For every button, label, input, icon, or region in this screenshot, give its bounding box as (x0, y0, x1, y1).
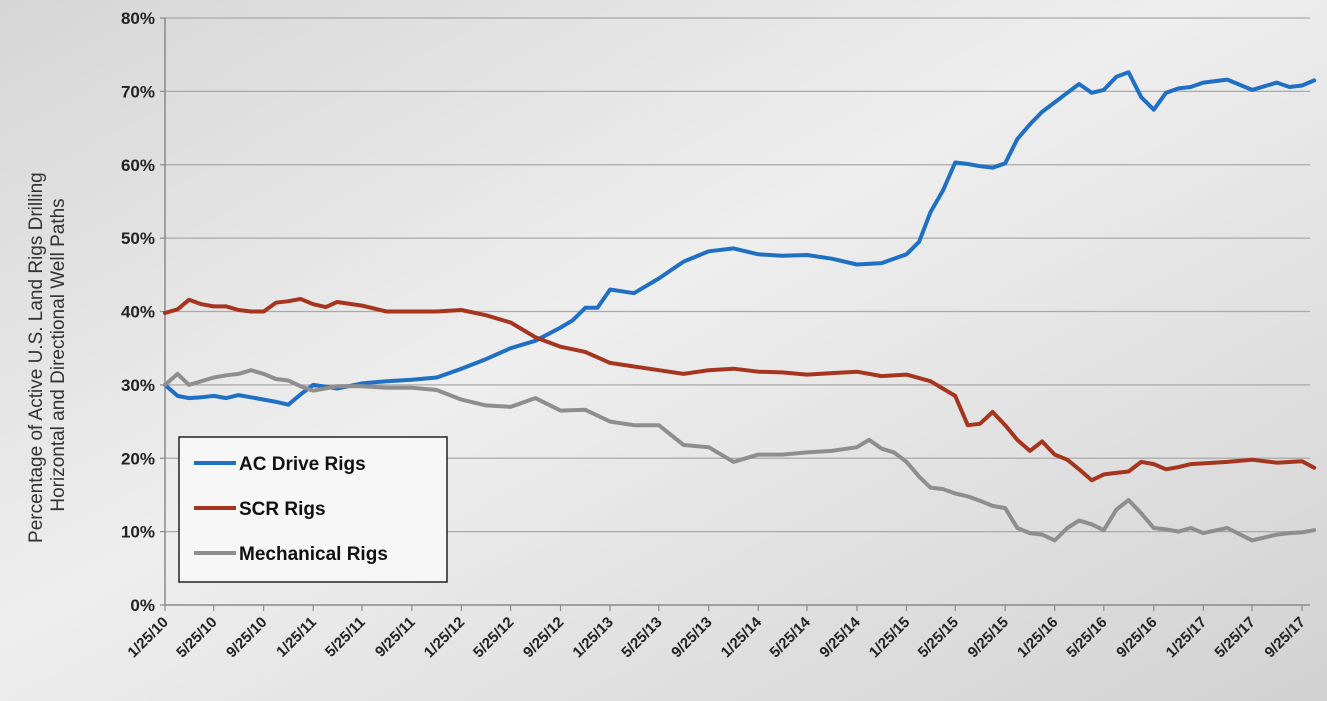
y-tick-label: 20% (121, 449, 155, 468)
series-line-mechanical-rigs (163, 368, 1317, 543)
series-lines (163, 70, 1317, 543)
y-tick-labels: 0% 10% 20% 30% 40% 50% 60% 70% 80% (121, 9, 155, 615)
legend-items: AC Drive Rigs SCR Rigs Mechanical Rigs (194, 454, 388, 565)
legend: AC Drive Rigs SCR Rigs Mechanical Rigs (178, 436, 448, 583)
y-tick-label: 80% (121, 9, 155, 28)
legend-label: Mechanical Rigs (239, 544, 388, 565)
y-tick-label: 60% (121, 156, 155, 175)
y-tick-label: 50% (121, 229, 155, 248)
y-tick-label: 0% (130, 596, 155, 615)
legend-label: AC Drive Rigs (239, 454, 366, 475)
y-axis-label-line-2: Horizontal and Directional Well Paths (48, 198, 69, 511)
y-tick-label: 40% (121, 303, 155, 322)
series-line-scr-rigs (163, 297, 1317, 483)
y-tick-label: 10% (121, 523, 155, 542)
y-tick-label: 70% (121, 82, 155, 101)
y-axis-label-line-1: Percentage of Active U.S. Land Rigs Dril… (26, 172, 47, 543)
y-axis-label: Percentage of Active U.S. Land Rigs Dril… (26, 167, 69, 543)
y-tick-label: 30% (121, 376, 155, 395)
legend-label: SCR Rigs (239, 499, 326, 520)
